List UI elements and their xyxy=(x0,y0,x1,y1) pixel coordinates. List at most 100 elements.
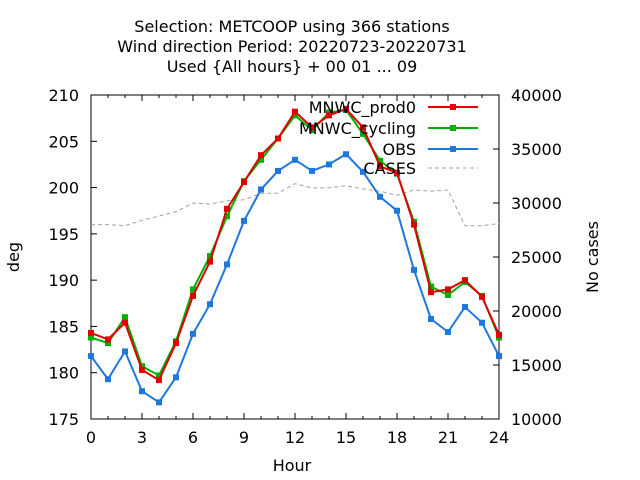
data-point-mnwc_cycling xyxy=(105,340,111,347)
y-tick-label: 210 xyxy=(48,86,79,105)
x-tick-label: 0 xyxy=(86,428,96,447)
data-point-mnwc_prod0 xyxy=(326,112,332,119)
legend-marker xyxy=(450,104,456,110)
y-tick-label: 175 xyxy=(48,410,79,429)
title-line-1: Selection: METCOOP using 366 stations xyxy=(134,17,449,36)
data-point-mnwc_prod0 xyxy=(496,331,502,338)
data-point-obs xyxy=(377,193,383,200)
data-point-obs xyxy=(207,301,213,308)
data-point-obs xyxy=(394,207,400,214)
data-point-mnwc_prod0 xyxy=(190,292,196,299)
data-point-mnwc_prod0 xyxy=(88,329,94,336)
legend-label: MNWC_prod0 xyxy=(309,98,416,118)
data-point-obs xyxy=(173,374,179,381)
data-point-mnwc_cycling xyxy=(207,253,213,260)
data-point-obs xyxy=(496,353,502,360)
y2-tick-label: 10000 xyxy=(511,410,562,429)
data-point-mnwc_prod0 xyxy=(258,152,264,159)
data-point-mnwc_prod0 xyxy=(309,124,315,131)
y2-tick-label: 20000 xyxy=(511,302,562,321)
data-point-mnwc_prod0 xyxy=(241,179,247,186)
data-point-mnwc_cycling xyxy=(88,334,94,341)
x-tick-label: 24 xyxy=(489,428,509,447)
data-point-mnwc_prod0 xyxy=(411,221,417,228)
data-point-mnwc_prod0 xyxy=(343,105,349,112)
data-point-mnwc_prod0 xyxy=(207,258,213,265)
legend-label: CASES xyxy=(363,159,416,178)
x-tick-label: 12 xyxy=(285,428,305,447)
y-tick-label: 180 xyxy=(48,364,79,383)
data-point-obs xyxy=(309,167,315,174)
data-point-obs xyxy=(343,151,349,158)
data-point-obs xyxy=(360,168,366,175)
data-point-obs xyxy=(479,319,485,326)
data-point-obs xyxy=(139,388,145,395)
plot-frame xyxy=(90,94,500,420)
data-point-mnwc_cycling xyxy=(156,372,162,379)
data-point-obs xyxy=(88,353,94,360)
data-point-mnwc_prod0 xyxy=(173,340,179,347)
data-point-mnwc_prod0 xyxy=(377,163,383,170)
data-point-mnwc_prod0 xyxy=(122,319,128,326)
series-line-obs xyxy=(90,152,500,404)
data-point-mnwc_cycling xyxy=(190,286,196,293)
y-tick-label: 200 xyxy=(48,179,79,198)
plot-area: 0 3 6 9 12 15 18 21 24 175 180 185 190 195 200 205 210 10… xyxy=(48,86,561,447)
x-tick-label: 3 xyxy=(137,428,147,447)
x-tick-label: 9 xyxy=(239,428,249,447)
chart-title: Selection: METCOOP using 366 stations Wi… xyxy=(117,17,467,76)
data-point-obs xyxy=(156,399,162,406)
data-point-obs xyxy=(292,156,298,163)
data-point-mnwc_prod0 xyxy=(394,169,400,176)
data-point-obs xyxy=(275,167,281,174)
data-point-mnwc_prod0 xyxy=(224,205,230,212)
data-point-mnwc_cycling xyxy=(360,130,366,137)
data-point-mnwc_prod0 xyxy=(275,135,281,142)
data-point-mnwc_cycling xyxy=(445,291,451,298)
data-point-obs xyxy=(445,328,451,335)
data-point-obs xyxy=(326,161,332,168)
series-line-cases xyxy=(91,183,500,227)
data-point-obs xyxy=(224,261,230,268)
y-axis-label: deg xyxy=(4,242,23,272)
data-point-obs xyxy=(105,376,111,383)
data-point-obs xyxy=(258,186,264,193)
data-point-obs xyxy=(428,316,434,323)
title-line-2: Wind direction Period: 20220723-20220731 xyxy=(117,37,467,56)
data-point-mnwc_cycling xyxy=(258,156,264,163)
y-tick-label: 190 xyxy=(48,271,79,290)
data-point-obs xyxy=(411,266,417,273)
x-tick-label: 18 xyxy=(387,428,407,447)
data-point-mnwc_prod0 xyxy=(105,336,111,343)
x-tick-label: 21 xyxy=(438,428,458,447)
data-point-obs xyxy=(190,330,196,337)
legend-marker xyxy=(450,146,456,152)
y-tick-label: 195 xyxy=(48,225,79,244)
y2-tick-label: 25000 xyxy=(511,248,562,267)
data-point-mnwc_prod0 xyxy=(428,289,434,296)
data-point-mnwc_prod0 xyxy=(462,277,468,284)
data-point-mnwc_prod0 xyxy=(139,366,145,373)
y2-axis-label: No cases xyxy=(583,221,602,293)
y2-tick-label: 40000 xyxy=(511,86,562,105)
data-point-mnwc_cycling xyxy=(428,283,434,290)
legend-label: OBS xyxy=(383,140,416,159)
data-point-obs xyxy=(241,217,247,224)
data-point-mnwc_prod0 xyxy=(292,108,298,115)
title-line-3: Used {All hours} + 00 01 ... 09 xyxy=(167,57,418,76)
x-tick-label: 15 xyxy=(336,428,356,447)
data-point-mnwc_prod0 xyxy=(479,293,485,300)
data-point-obs xyxy=(122,348,128,355)
y2-tick-label: 30000 xyxy=(511,194,562,213)
y-tick-label: 205 xyxy=(48,132,79,151)
data-point-obs xyxy=(462,303,468,310)
y-tick-label: 185 xyxy=(48,317,79,336)
data-point-mnwc_prod0 xyxy=(445,286,451,293)
legend-marker xyxy=(450,125,456,131)
data-point-mnwc_cycling xyxy=(122,314,128,321)
y2-tick-label: 15000 xyxy=(511,356,562,375)
data-point-mnwc_prod0 xyxy=(360,124,366,131)
y2-tick-label: 35000 xyxy=(511,140,562,159)
data-point-mnwc_cycling xyxy=(377,157,383,164)
